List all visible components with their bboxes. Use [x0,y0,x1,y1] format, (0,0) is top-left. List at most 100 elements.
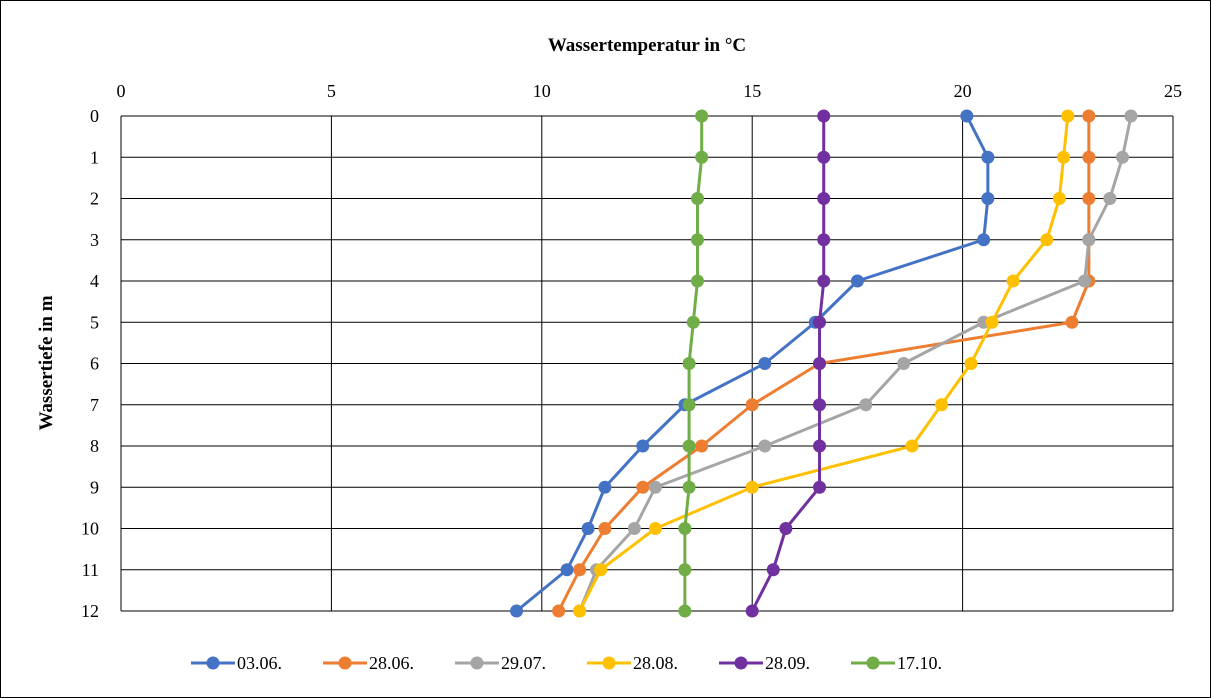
data-point [964,357,978,370]
data-point [573,604,587,618]
data-point [682,480,696,494]
y-tick-label: 12 [81,601,99,621]
series-4 [573,109,1075,618]
legend-label: 28.06. [369,653,414,673]
y-tick-label: 3 [90,230,99,250]
data-point [935,398,949,412]
legend-item: 28.08. [587,653,678,673]
data-point [1082,150,1096,164]
data-point [636,480,650,494]
data-point [1065,315,1079,329]
data-point [960,109,974,123]
legend-label: 28.08. [633,653,678,673]
series-6 [678,109,709,618]
data-point [1082,192,1096,205]
data-point [1057,150,1071,164]
data-point [636,439,650,453]
y-tick-label: 7 [90,395,99,415]
data-point [1116,150,1130,164]
data-point [981,150,995,164]
data-point [594,563,608,577]
data-point [682,398,696,412]
data-point [598,480,612,494]
data-point [977,233,991,247]
legend-label: 03.06. [237,653,282,673]
legend: 03.06. 28.06. 29.07. 28.08. 28.09. 17.10. [191,653,942,673]
y-tick-label: 11 [82,560,99,580]
legend-item: 03.06. [191,653,282,673]
data-point [817,274,831,288]
data-point [813,480,827,494]
y-tick-label: 9 [90,477,99,497]
data-point [695,439,709,453]
data-point [897,357,911,370]
data-point [690,274,704,288]
y-axis-label: Wassertiefe in m [36,295,57,430]
legend-label: 17.10. [897,653,942,673]
data-point [1061,109,1075,123]
data-point [905,439,919,453]
y-tick-label: 0 [90,106,99,126]
data-point [1078,274,1092,288]
legend-label: 29.07. [501,653,546,673]
legend-marker [734,656,748,670]
data-point [1103,192,1117,205]
data-point [573,563,587,577]
data-point [690,233,704,247]
data-point [1006,274,1020,288]
legend-item: 28.09. [719,653,810,673]
legend-label: 28.09. [765,653,810,673]
series-5 [745,109,831,618]
data-point [745,604,759,618]
data-point [779,522,793,535]
legend-item: 29.07. [455,653,546,673]
data-point [648,522,662,535]
x-tick-labels: 0 5 10 15 20 25 [117,81,1183,101]
data-point [817,233,831,247]
legend-item: 17.10. [851,653,942,673]
y-tick-label: 5 [90,312,99,332]
data-point [817,109,831,123]
y-tick-label: 6 [90,354,99,374]
series-1 [510,109,995,618]
data-point [1124,109,1138,123]
series-group [510,109,1138,618]
data-point [985,315,999,329]
gridlines [120,115,1174,612]
data-point [560,563,574,577]
data-point [813,398,827,412]
data-point [581,522,595,535]
legend-marker [866,656,880,670]
data-point [627,522,641,535]
data-point [1082,233,1096,247]
x-tick-label: 5 [327,81,336,101]
data-point [813,315,827,329]
data-point [758,357,772,370]
data-point [859,398,873,412]
data-point [682,439,696,453]
y-tick-label: 2 [90,189,99,209]
legend-marker [338,656,352,670]
data-point [678,604,692,618]
data-point [695,109,709,123]
x-tick-label: 0 [117,81,126,101]
y-tick-label: 1 [90,147,99,167]
data-point [745,480,759,494]
legend-marker [602,656,616,670]
data-point [813,439,827,453]
data-point [745,398,759,412]
y-tick-label: 8 [90,436,99,456]
x-tick-label: 10 [533,81,551,101]
data-point [758,439,772,453]
data-point [686,315,700,329]
x-tick-label: 20 [954,81,972,101]
data-point [1082,109,1096,123]
x-tick-label: 25 [1164,81,1182,101]
data-point [813,357,827,370]
data-point [552,604,566,618]
data-point [648,480,662,494]
data-point [510,604,524,618]
